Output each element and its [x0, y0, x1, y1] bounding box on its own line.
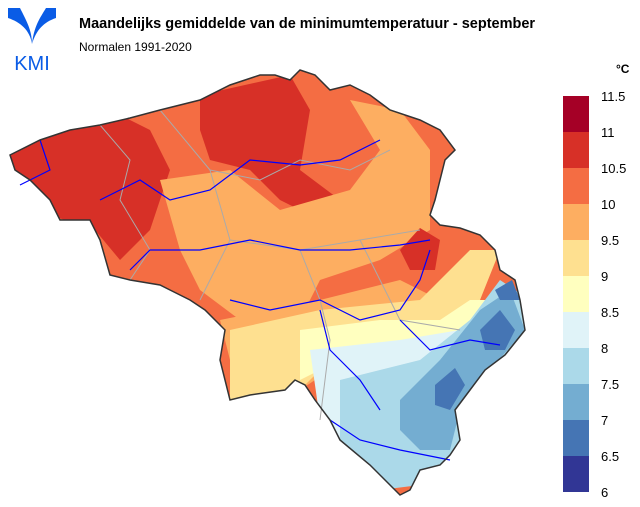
legend-tick-label: 10.5 [601, 161, 627, 176]
zone-6.5-7 [435, 280, 520, 410]
legend-tick-label: 8.5 [601, 305, 620, 320]
legend-tick-label: 6 [601, 485, 609, 500]
map-subtitle: Normalen 1991-2020 [79, 40, 192, 54]
legend-swatch [563, 132, 589, 168]
legend-swatch [563, 96, 589, 132]
legend-tick-label: 7 [601, 413, 609, 428]
legend-tick-label: 11 [601, 125, 615, 140]
legend-tick-label: 8 [601, 341, 609, 356]
zone-8.5-9 [300, 300, 490, 380]
legend-tick-label: 10 [601, 197, 616, 212]
legend-swatch [563, 168, 589, 204]
legend-tick-label: 11.5 [601, 89, 626, 104]
legend-swatch [563, 204, 589, 240]
zone-10.5-11-east [400, 228, 440, 270]
belgium-temperature-map [9, 69, 526, 496]
legend-swatch [563, 276, 589, 312]
kmi-logo: KMI [8, 8, 56, 72]
map-title: Maandelijks gemiddelde van de minimumtem… [79, 16, 536, 32]
legend-swatch [563, 348, 589, 384]
zone-10.5-11-north [200, 75, 340, 220]
legend-tick-label: 6.5 [601, 449, 620, 464]
legend-swatch [563, 384, 589, 420]
legend-unit: °C [616, 62, 630, 76]
legend-swatch [563, 456, 589, 492]
zone-9.5-10-center [160, 100, 430, 320]
legend-swatch [563, 240, 589, 276]
legend-tick-label: 9 [601, 269, 609, 284]
svg-text:KMI: KMI [14, 53, 50, 72]
legend-swatch [563, 312, 589, 348]
legend-tick-label: 9.5 [601, 233, 620, 248]
legend-tick-label: 7.5 [601, 377, 620, 392]
legend-swatch [563, 420, 589, 456]
